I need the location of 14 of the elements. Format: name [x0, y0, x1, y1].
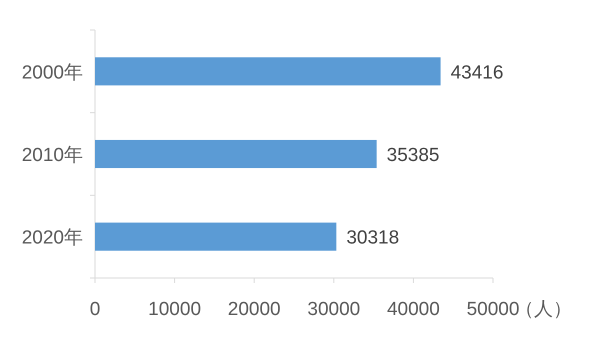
y-tick-label: 2020年 — [22, 228, 83, 249]
x-tick-label: 10000 — [148, 299, 202, 320]
data-label: 30318 — [346, 228, 400, 249]
x-tick-label: 30000 — [307, 299, 360, 320]
data-label: 35385 — [386, 145, 440, 166]
y-tick-label: 2010年 — [22, 145, 83, 166]
bar — [95, 222, 336, 251]
y-tick-label: 2000年 — [22, 62, 83, 84]
x-tick-label: 20000 — [228, 299, 281, 320]
bar — [95, 57, 441, 86]
x-tick-label: 40000 — [386, 299, 440, 320]
bar — [95, 140, 377, 168]
x-tick-label: 0 — [90, 299, 100, 320]
data-label: 43416 — [450, 62, 504, 84]
